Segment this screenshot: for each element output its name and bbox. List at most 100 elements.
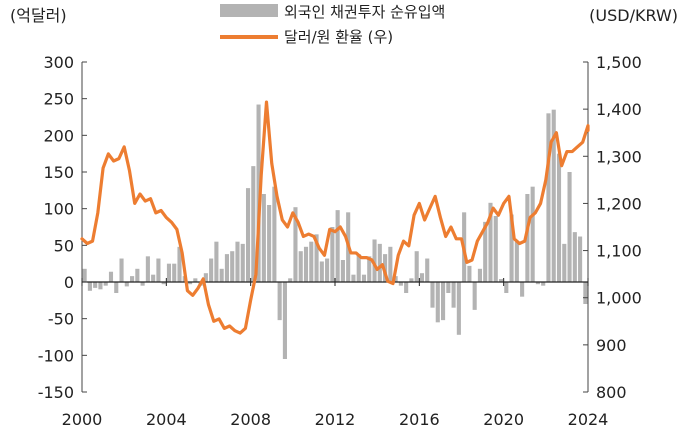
right-tick-label: 1,200 [596, 194, 642, 213]
left-tick-label: 50 [54, 236, 74, 255]
legend-line-label: 달러/원 환율 (우) [284, 28, 393, 46]
legend-bar-swatch [220, 4, 278, 17]
bar [330, 227, 335, 282]
left-tick-label: -50 [48, 310, 74, 329]
bar [467, 265, 472, 282]
bar [388, 246, 393, 282]
left-tick-label: 100 [43, 200, 74, 219]
left-tick-label: 150 [43, 163, 74, 182]
bar [546, 113, 551, 282]
left-tick-label: 0 [64, 273, 74, 292]
x-tick-label: 2012 [315, 410, 356, 429]
bar [578, 236, 583, 282]
bar [398, 282, 403, 286]
bar [145, 256, 150, 282]
bar [504, 282, 509, 293]
bar [235, 241, 240, 282]
bar [166, 263, 172, 282]
bar [520, 282, 525, 297]
bar [267, 205, 272, 282]
bar [282, 282, 287, 359]
bar [430, 282, 435, 308]
bar [477, 268, 482, 282]
bar [367, 256, 372, 282]
bar [451, 282, 456, 308]
bar [272, 186, 277, 282]
right-axis-ticks: 1,500 1,400 1,300 1,200 1,100 1,000 900 800 [583, 53, 642, 402]
bar [230, 251, 235, 282]
bar [177, 246, 182, 282]
left-axis-ticks: 300 250 200 150 100 50 0 -50 -100 -150 [38, 53, 87, 402]
bar [261, 194, 266, 282]
bar [435, 282, 440, 323]
right-tick-label: 900 [596, 336, 627, 355]
bar [530, 186, 535, 282]
legend: 외국인 채권투자 순유입액 달러/원 환율 (우) [220, 3, 445, 46]
bar [488, 202, 493, 282]
left-tick-label: -100 [38, 346, 74, 365]
bar [256, 104, 261, 282]
bar [498, 279, 504, 282]
bar [572, 232, 577, 282]
bar [151, 274, 156, 282]
right-tick-label: 1,100 [596, 242, 642, 261]
x-tick-label: 2008 [230, 410, 271, 429]
bar [509, 214, 514, 282]
bar [98, 282, 103, 290]
bar [103, 282, 108, 286]
bar [372, 239, 377, 282]
right-axis-unit: (USD/KRW) [589, 6, 678, 25]
bar [209, 258, 214, 282]
bar [161, 282, 166, 285]
bar [251, 166, 256, 282]
right-tick-label: 1,400 [596, 100, 642, 119]
bar [114, 282, 119, 293]
bar [393, 276, 398, 282]
bar [567, 172, 572, 282]
bar [303, 246, 309, 282]
bar [425, 258, 430, 282]
left-tick-label: 300 [43, 53, 74, 72]
left-tick-label: -150 [38, 383, 74, 402]
bar [135, 268, 140, 282]
bar [361, 274, 367, 282]
bar [214, 241, 219, 282]
bar [203, 273, 208, 282]
bar [404, 282, 409, 293]
bar [140, 282, 145, 286]
bar [156, 258, 161, 282]
bar [130, 276, 135, 282]
bar [456, 282, 461, 335]
bar [472, 282, 477, 310]
bar [224, 254, 229, 282]
bar [319, 261, 324, 282]
left-tick-label: 250 [43, 90, 74, 109]
left-tick-label: 200 [43, 126, 74, 145]
bar [514, 241, 519, 282]
bar [493, 216, 498, 282]
bar [351, 274, 356, 282]
bar [325, 258, 330, 282]
x-tick-label: 2020 [483, 410, 524, 429]
bar [82, 268, 87, 282]
bar [219, 268, 224, 282]
bar [419, 273, 425, 282]
bar [193, 278, 198, 282]
bar [309, 241, 314, 282]
bar [414, 251, 419, 282]
bar [335, 210, 340, 282]
bar [87, 282, 92, 291]
bar [562, 243, 567, 282]
bar [188, 282, 193, 285]
bar [551, 109, 556, 282]
bar [298, 251, 303, 282]
fx-rate-line [80, 100, 590, 335]
bar [124, 282, 129, 287]
bar [240, 243, 245, 282]
x-tick-label: 2024 [568, 410, 609, 429]
x-tick-label: 2000 [62, 410, 103, 429]
right-tick-label: 1,000 [596, 289, 642, 308]
bar [293, 207, 298, 282]
bar [535, 282, 540, 285]
